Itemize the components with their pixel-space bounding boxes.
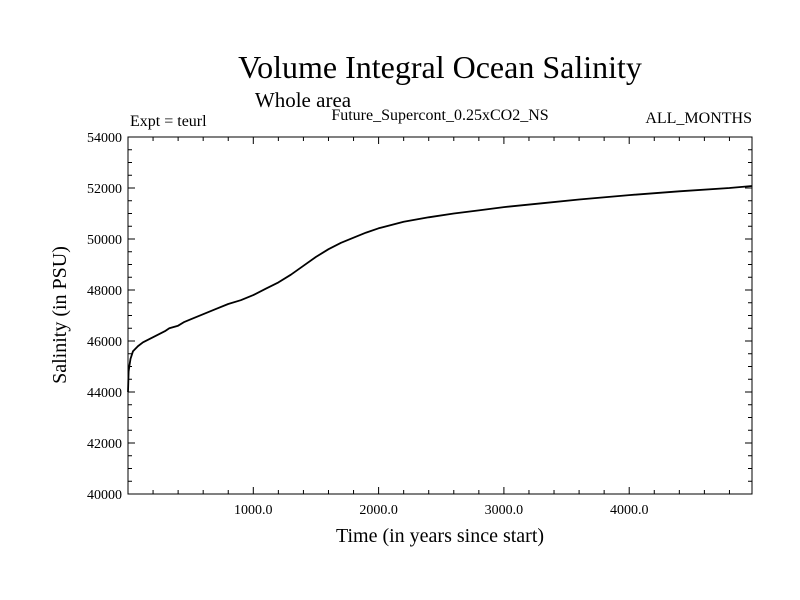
y-tick-label: 54000 — [87, 131, 122, 146]
x-tick-label: 1000.0 — [234, 503, 273, 518]
plot-frame — [127, 136, 753, 495]
x-axis-label: Time (in years since start) — [336, 525, 544, 547]
y-tick-label: 40000 — [87, 488, 122, 503]
y-tick-label: 48000 — [87, 284, 122, 299]
y-tick-label: 50000 — [87, 233, 122, 248]
months-label: ALL_MONTHS — [645, 110, 752, 127]
x-tick-label: 2000.0 — [359, 503, 398, 518]
run-name-label: Future_Supercont_0.25xCO2_NS — [331, 107, 548, 124]
series-layer — [127, 185, 753, 393]
y-tick-label: 52000 — [87, 182, 122, 197]
salinity-line — [127, 185, 753, 393]
y-tick-label: 42000 — [87, 437, 122, 452]
y-axis-label: Salinity (in PSU) — [49, 246, 71, 384]
chart-subtitle: Whole area — [255, 88, 352, 112]
chart-title: Volume Integral Ocean Salinity — [238, 49, 642, 85]
y-tick-label: 46000 — [87, 335, 122, 350]
experiment-label: Expt = teurl — [130, 113, 207, 130]
x-tick-label: 4000.0 — [610, 503, 649, 518]
ticks-layer: 40000 42000 44000 46000 48000 50000 52000 54000… — [87, 131, 752, 518]
x-tick-label: 3000.0 — [485, 503, 524, 518]
y-tick-label: 44000 — [87, 386, 122, 401]
